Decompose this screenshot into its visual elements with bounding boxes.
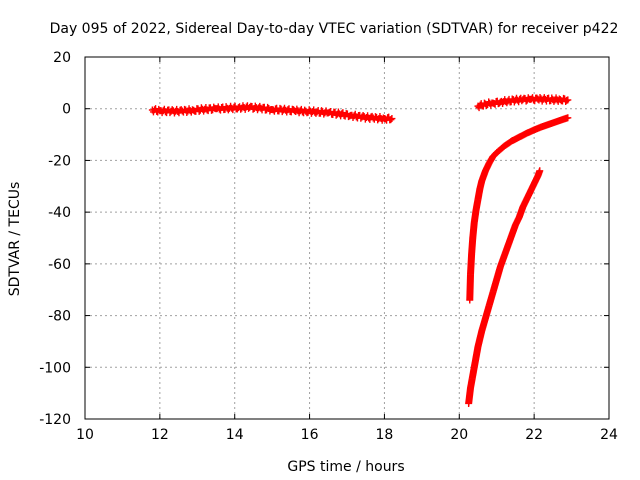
plot-frame: [84, 56, 610, 420]
y-tick-label: -80: [48, 309, 71, 325]
point-cloud: [149, 102, 395, 124]
x-tick-label: 16: [301, 427, 319, 443]
y-tick-label: -60: [48, 257, 71, 273]
point-cloud: [466, 114, 571, 303]
y-tick-label: -40: [48, 205, 71, 221]
x-tick-label: 12: [151, 427, 169, 443]
x-tick-label: 24: [600, 427, 618, 443]
series-track-2: [474, 94, 572, 112]
y-tick-label: -120: [39, 412, 71, 428]
point-cloud: [465, 168, 543, 406]
grid: [85, 57, 609, 419]
x-tick-label: 14: [226, 427, 244, 443]
y-tick-label: -100: [39, 360, 71, 376]
series-track-4: [465, 167, 544, 407]
y-tick-label: 0: [62, 102, 71, 118]
x-tick-label: 22: [525, 427, 543, 443]
y-tick-label: 20: [53, 50, 71, 66]
y-axis-label: SDTVAR / TECUs: [7, 182, 23, 297]
point-cloud: [475, 94, 571, 112]
chart-title: Day 095 of 2022, Sidereal Day-to-day VTE…: [50, 21, 619, 37]
data-points: [148, 94, 572, 407]
x-tick-label: 10: [76, 427, 94, 443]
x-tick-label: 20: [450, 427, 468, 443]
axis-ticks: 10 12 14 16 18 20 22 24 20 0 -20 -40 -60 -80 -100 -120: [39, 50, 618, 443]
x-axis-label: GPS time / hours: [287, 459, 404, 475]
y-tick-label: -20: [48, 153, 71, 169]
series-track-1: [148, 102, 396, 124]
x-tick-label: 18: [376, 427, 394, 443]
series-track-3: [466, 114, 572, 304]
